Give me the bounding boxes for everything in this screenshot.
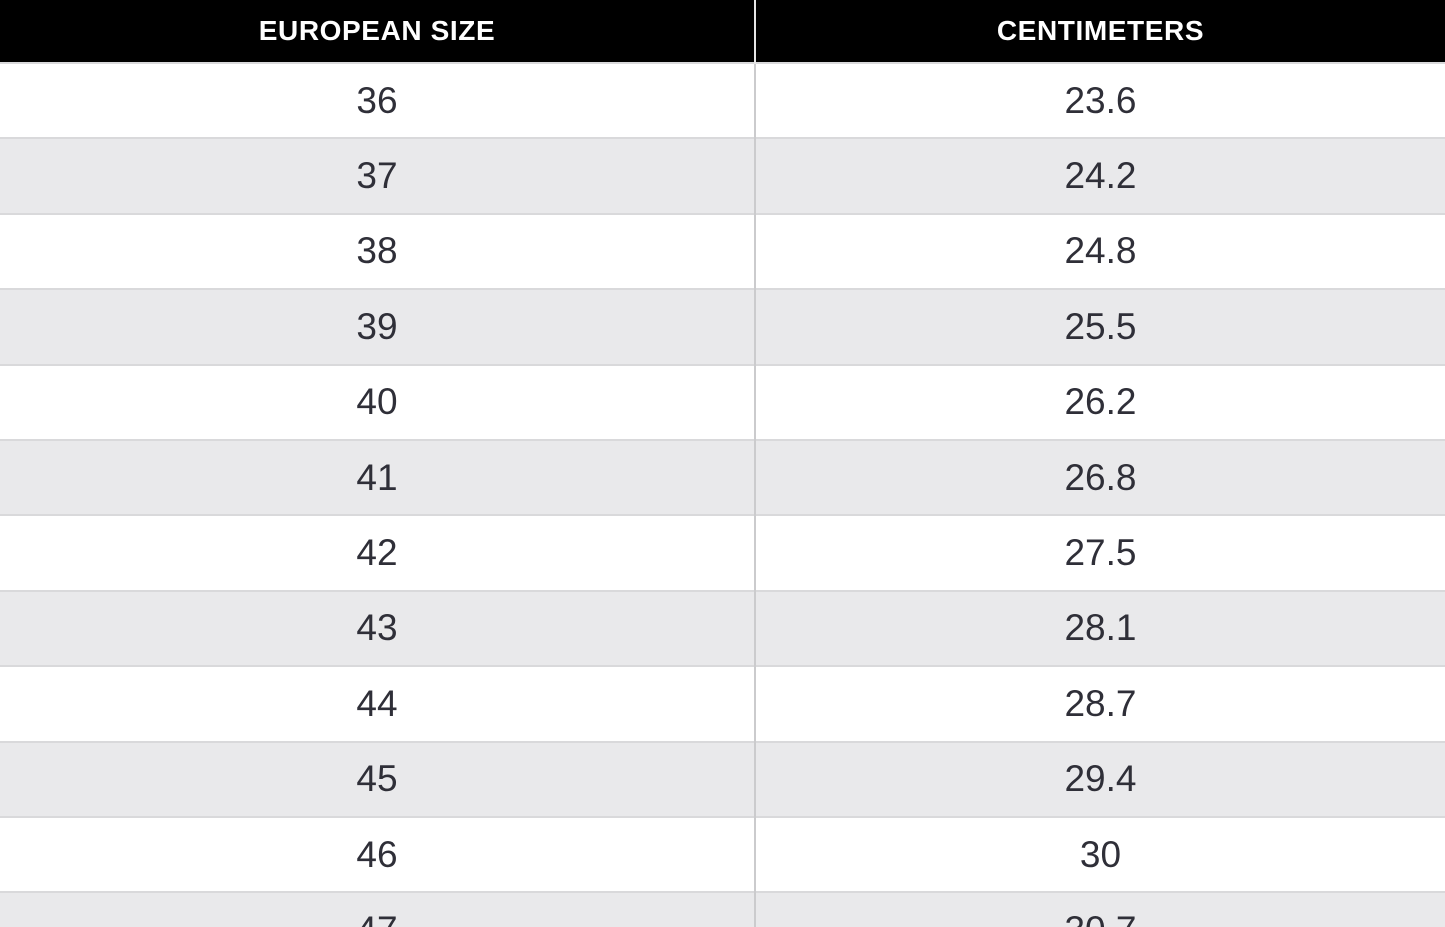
table-row: 40 26.2 [0, 363, 1445, 440]
cm-cell: 30.7 [754, 891, 1445, 927]
size-cell: 43 [0, 589, 755, 667]
table-row: 44 28.7 [0, 665, 1445, 742]
table-row: 46 30 [0, 815, 1445, 893]
cm-cell: 27.5 [754, 514, 1445, 591]
cm-cell: 28.1 [754, 589, 1445, 667]
size-cell: 36 [0, 61, 755, 139]
cm-cell: 25.5 [754, 288, 1445, 365]
table-row: 38 24.8 [0, 212, 1445, 290]
table-row: 42 27.5 [0, 514, 1445, 591]
size-cell: 45 [0, 740, 755, 817]
size-cell: 38 [0, 212, 755, 290]
table-row: 41 26.8 [0, 438, 1445, 516]
table-row: 43 28.1 [0, 589, 1445, 667]
cm-cell: 24.2 [754, 137, 1445, 214]
size-cell: 47 [0, 891, 755, 927]
cm-cell: 29.4 [754, 740, 1445, 817]
cm-cell: 30 [754, 815, 1445, 893]
col-header-centimeters: CENTIMETERS [754, 0, 1445, 63]
size-cell: 40 [0, 363, 755, 440]
table-row: 39 25.5 [0, 288, 1445, 365]
table-row: 45 29.4 [0, 740, 1445, 817]
size-cell: 44 [0, 665, 755, 742]
cm-cell: 26.2 [754, 363, 1445, 440]
table-header-row: EUROPEAN SIZE CENTIMETERS [0, 0, 1445, 63]
size-cell: 42 [0, 514, 755, 591]
size-cell: 39 [0, 288, 755, 365]
size-cell: 37 [0, 137, 755, 214]
cm-cell: 26.8 [754, 438, 1445, 516]
size-cell: 46 [0, 815, 755, 893]
table-row: 37 24.2 [0, 137, 1445, 214]
col-header-european-size: EUROPEAN SIZE [0, 0, 755, 63]
cm-cell: 23.6 [754, 61, 1445, 139]
cm-cell: 28.7 [754, 665, 1445, 742]
cm-cell: 24.8 [754, 212, 1445, 290]
table-row: 47 30.7 [0, 891, 1445, 927]
table-row: 36 23.6 [0, 61, 1445, 139]
size-cell: 41 [0, 438, 755, 516]
